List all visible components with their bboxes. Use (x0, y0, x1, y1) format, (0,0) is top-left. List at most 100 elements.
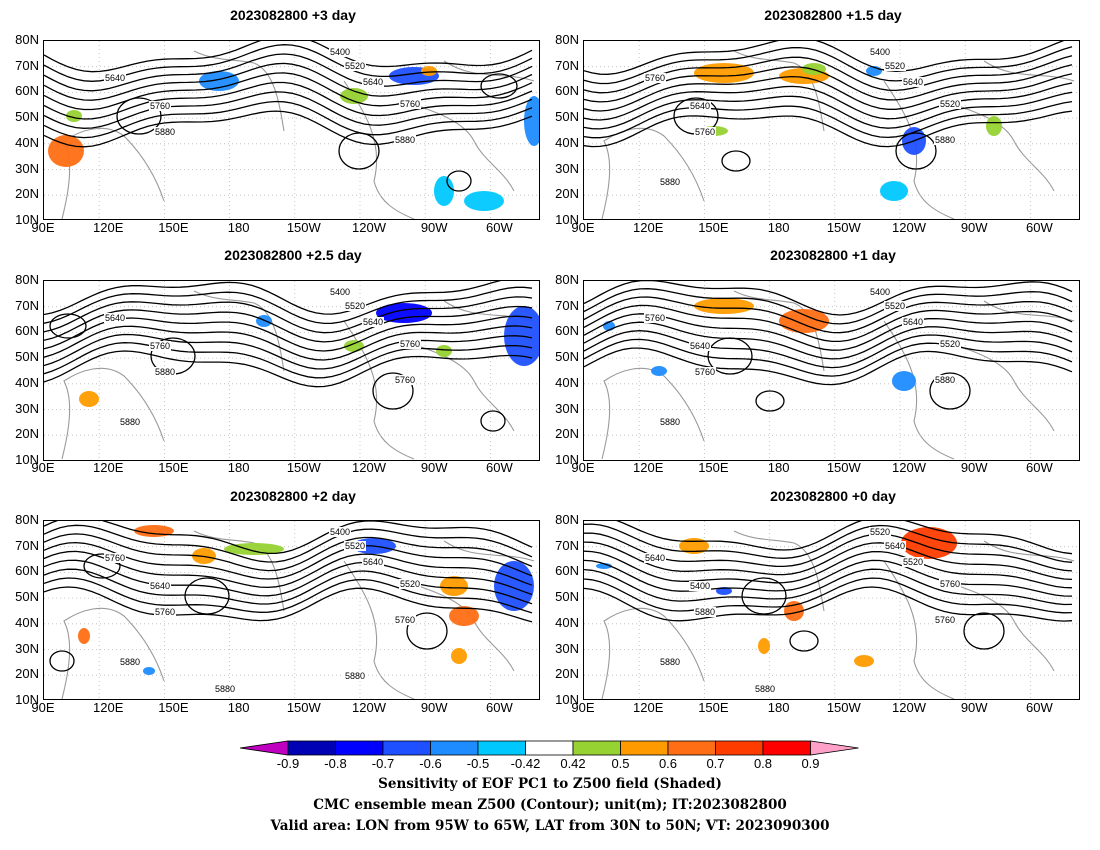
contour-line (44, 100, 533, 139)
lat-tick-label: 50N (15, 109, 39, 125)
contour-label: 5880 (119, 657, 142, 667)
sensitivity-shade (524, 96, 539, 146)
closed-contour (338, 132, 380, 170)
lat-tick-label: 30N (555, 400, 579, 416)
caption-line-2: CMC ensemble mean Z500 (Contour); unit(m… (313, 797, 787, 813)
lat-tick-label: 30N (555, 640, 579, 656)
colorbar-segment (620, 740, 669, 756)
sensitivity-shade (66, 110, 82, 122)
contour-label: 5640 (104, 313, 127, 323)
contour-label: 5400 (329, 527, 352, 537)
contour-line (44, 110, 533, 148)
contour-label: 5640 (362, 77, 385, 87)
closed-contour (929, 372, 971, 410)
lon-tick-label: 60W (1026, 700, 1053, 715)
closed-contour (895, 132, 937, 170)
lon-tick-label: 150W (286, 460, 321, 475)
colorbar-segment (382, 740, 431, 756)
lat-tick-label: 40N (15, 614, 39, 630)
colorbar-label: -0.9 (276, 756, 300, 771)
lon-tick-label: 150W (286, 220, 321, 235)
contour-label: 5760 (394, 375, 417, 385)
lat-tick-label: 60N (15, 563, 39, 579)
colorbar-segment (287, 740, 336, 756)
lon-tick-label: 120E (633, 220, 664, 235)
sensitivity-shade (340, 88, 368, 104)
contour-label: 5760 (154, 607, 177, 617)
colorbar-label: 0.9 (801, 756, 820, 771)
lon-tick-label: 90W (960, 460, 988, 475)
sensitivity-shade (986, 116, 1002, 136)
contour-line (44, 521, 533, 555)
panel-title: 2023082800 +0 day (770, 488, 896, 504)
contour-line (44, 350, 533, 388)
lat-tick-label: 30N (555, 160, 579, 176)
lon-tick-label: 90E (31, 220, 55, 235)
lon-tick-label: 150W (286, 700, 321, 715)
contour-label: 5880 (659, 177, 682, 187)
sensitivity-shade (78, 628, 90, 644)
lat-tick-label: 20N (15, 186, 39, 202)
sensitivity-shade (494, 561, 534, 611)
contour-line (44, 91, 533, 129)
contour-line (584, 338, 1073, 377)
lon-tick-label: 120E (93, 460, 124, 475)
sensitivity-shade (421, 66, 437, 76)
lon-tick-label: 150E (698, 700, 729, 715)
contour-label: 5520 (869, 527, 892, 537)
sensitivity-shade (344, 340, 364, 352)
contour-label: 5760 (694, 127, 717, 137)
contour-line (584, 46, 1073, 85)
lat-tick-label: 40N (15, 374, 39, 390)
z500-contours (584, 281, 1073, 386)
colorbar-label: 0.42 (560, 756, 586, 771)
lon-tick-label: 150E (158, 460, 189, 475)
closed-contour (480, 73, 518, 99)
lat-tick-label: 40N (555, 134, 579, 150)
lon-tick-label: 180 (767, 220, 790, 235)
lat-tick-label: 20N (555, 186, 579, 202)
coastline (601, 290, 1075, 460)
lat-tick-label: 70N (555, 297, 579, 313)
contour-label: 5520 (939, 99, 962, 109)
contour-line (584, 523, 1073, 563)
panel-title: 2023082800 +1 day (770, 247, 896, 263)
closed-contour (480, 410, 506, 432)
lat-tick-label: 50N (555, 349, 579, 365)
panel-title: 2023082800 +1.5 day (764, 7, 902, 23)
contour-line (44, 559, 533, 597)
lat-tick-label: 60N (555, 83, 579, 99)
contour-label: 5400 (869, 287, 892, 297)
colorbar-segment (762, 740, 811, 756)
contour-line (584, 550, 1073, 589)
contour-line (44, 550, 533, 589)
contour-line (44, 305, 533, 343)
lon-tick-label: 150E (158, 700, 189, 715)
contour-label: 5520 (399, 579, 422, 589)
colorbar-label: -0.6 (419, 756, 442, 771)
contour-label: 5760 (149, 101, 172, 111)
lon-tick-label: 120E (93, 220, 124, 235)
lat-tick-label: 10N (15, 211, 39, 227)
contour-label: 5400 (329, 287, 352, 297)
lon-tick-label: 180 (227, 700, 250, 715)
closed-contour (406, 612, 448, 650)
panel-title: 2023082800 +2 day (230, 488, 356, 504)
lat-tick-label: 70N (15, 537, 39, 553)
contour-line (584, 541, 1073, 581)
contour-label: 5400 (689, 581, 712, 591)
lon-tick-label: 90W (420, 700, 448, 715)
closed-contour (446, 170, 472, 192)
contour-label: 5640 (689, 101, 712, 111)
contour-label: 5640 (644, 553, 667, 563)
closed-contour (741, 577, 787, 615)
contour-label: 5640 (902, 77, 925, 87)
contour-line (584, 321, 1073, 360)
contour-line (584, 559, 1073, 597)
contour-label: 5880 (754, 684, 777, 694)
lat-tick-label: 60N (15, 323, 39, 339)
lon-tick-label: 120E (633, 700, 664, 715)
coastline (601, 50, 1075, 219)
contour-line (584, 577, 1073, 614)
sensitivity-shade (694, 298, 754, 314)
